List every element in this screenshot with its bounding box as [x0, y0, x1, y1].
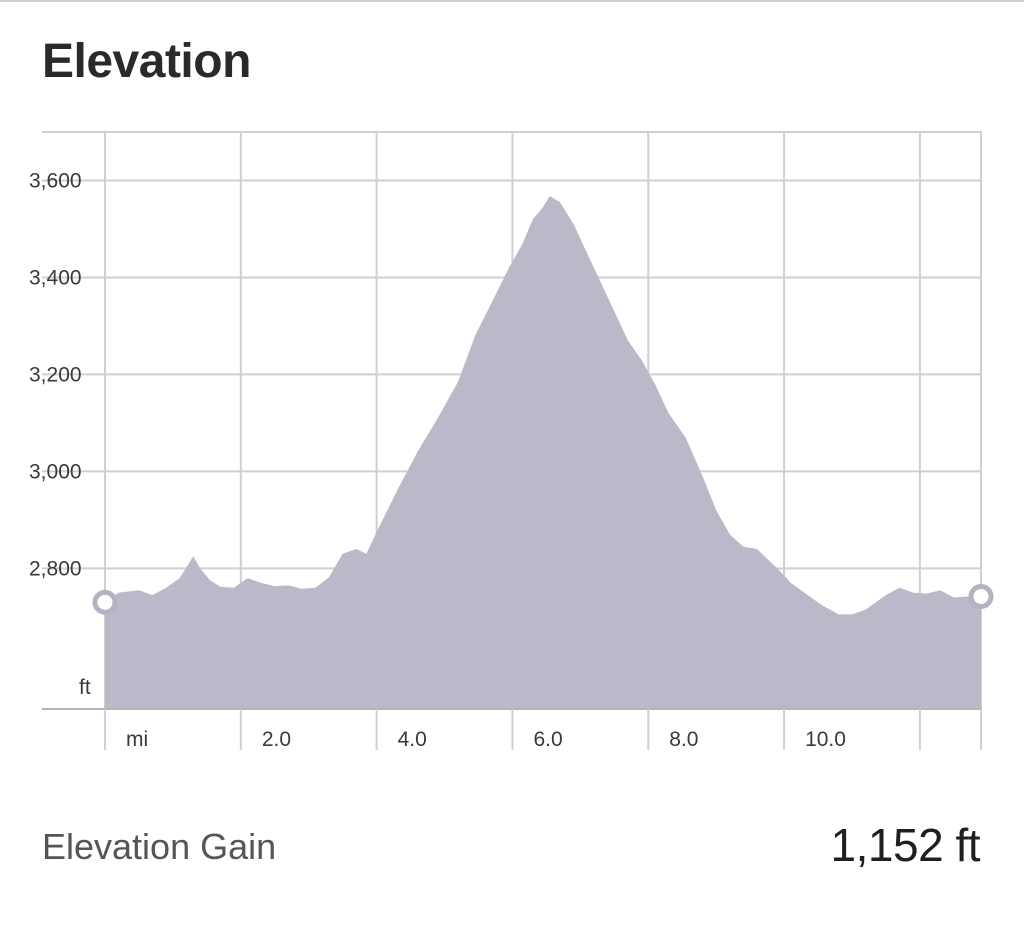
- start-marker-ring[interactable]: [92, 589, 118, 615]
- y-tick-label: 3,200: [29, 363, 82, 386]
- y-tick-label: 3,600: [29, 169, 82, 192]
- chart-axes: [42, 708, 982, 750]
- page-title: Elevation: [42, 35, 251, 88]
- y-tick-label: 2,800: [29, 557, 82, 580]
- x-tick-label: 6.0: [533, 728, 562, 751]
- elevation-gain-value: 1,152 ft: [830, 819, 981, 871]
- elevation-gain-label: Elevation Gain: [42, 826, 277, 867]
- elevation-area: [105, 196, 981, 709]
- y-unit-label: ft: [79, 676, 91, 699]
- y-tick-label: 3,000: [29, 460, 82, 483]
- x-unit-label: mi: [126, 728, 148, 751]
- x-tick-label: 10.0: [805, 728, 846, 751]
- x-tick-label: 2.0: [262, 728, 291, 751]
- chart-labels: 2,800 3,000 3,200 3,400 3,600 ft mi 2.0 4.0 6.0 8.…: [29, 169, 846, 751]
- end-marker[interactable]: [968, 584, 994, 610]
- x-tick-label: 4.0: [398, 728, 427, 751]
- x-tick-label: 8.0: [669, 728, 698, 751]
- y-tick-label: 3,400: [29, 266, 82, 289]
- start-marker[interactable]: [92, 589, 118, 615]
- end-marker-ring[interactable]: [968, 584, 994, 610]
- chart-markers[interactable]: [92, 584, 994, 615]
- elevation-chart[interactable]: 2,800 3,000 3,200 3,400 3,600 ft mi 2.0 4.0 6.0 8.…: [0, 2, 1024, 782]
